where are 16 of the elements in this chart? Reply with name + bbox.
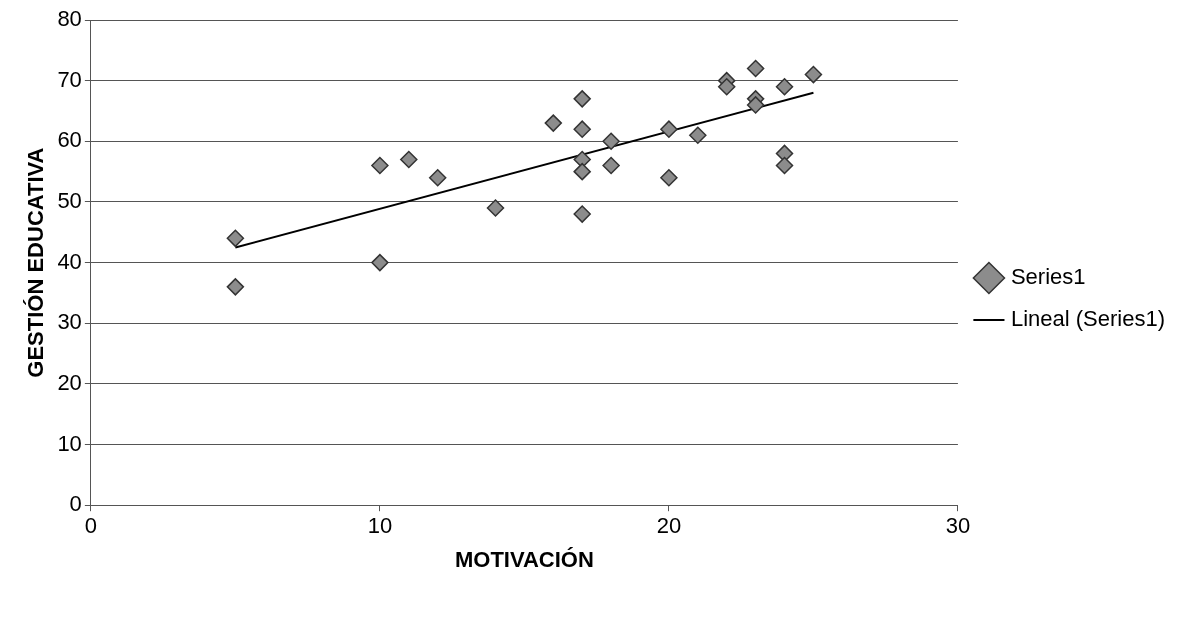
legend-label: Series1: [1010, 264, 1086, 290]
x-tick-label: 20: [656, 513, 682, 539]
y-tick-label: 40: [57, 248, 82, 274]
y-tick-label: 20: [57, 369, 82, 395]
y-tick-label: 0: [69, 491, 82, 517]
legend-label: Lineal (Series1): [1010, 306, 1165, 332]
y-tick-label: 10: [57, 430, 82, 456]
y-tick-label: 50: [57, 188, 82, 214]
y-tick-label: 70: [57, 66, 82, 92]
x-tick-label: 10: [367, 513, 393, 539]
x-axis-title: MOTIVACIÓN: [454, 546, 594, 572]
x-tick-label: 30: [945, 513, 971, 539]
y-axis-title: GESTIÓN EDUCATIVA: [23, 147, 49, 378]
y-tick-label: 80: [57, 6, 82, 32]
y-tick-label: 60: [57, 127, 82, 153]
y-tick-label: 30: [57, 309, 82, 335]
